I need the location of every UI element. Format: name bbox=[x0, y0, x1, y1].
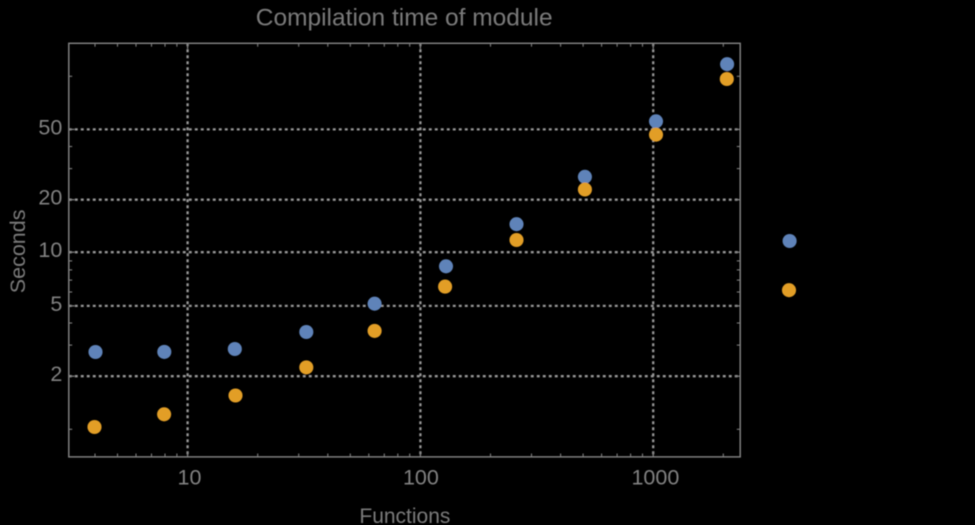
svg-text:100: 100 bbox=[403, 466, 439, 490]
svg-text:Seconds: Seconds bbox=[6, 210, 30, 294]
svg-text:50: 50 bbox=[38, 115, 62, 139]
svg-text:1000: 1000 bbox=[631, 466, 679, 490]
svg-text:10: 10 bbox=[38, 238, 62, 262]
svg-text:Compilation time of module: Compilation time of module bbox=[256, 4, 553, 31]
svg-text:5: 5 bbox=[50, 292, 62, 316]
svg-text:Functions: Functions bbox=[359, 505, 450, 525]
svg-text:10: 10 bbox=[178, 466, 202, 490]
svg-text:20: 20 bbox=[38, 186, 62, 210]
svg-text:2: 2 bbox=[50, 362, 62, 386]
